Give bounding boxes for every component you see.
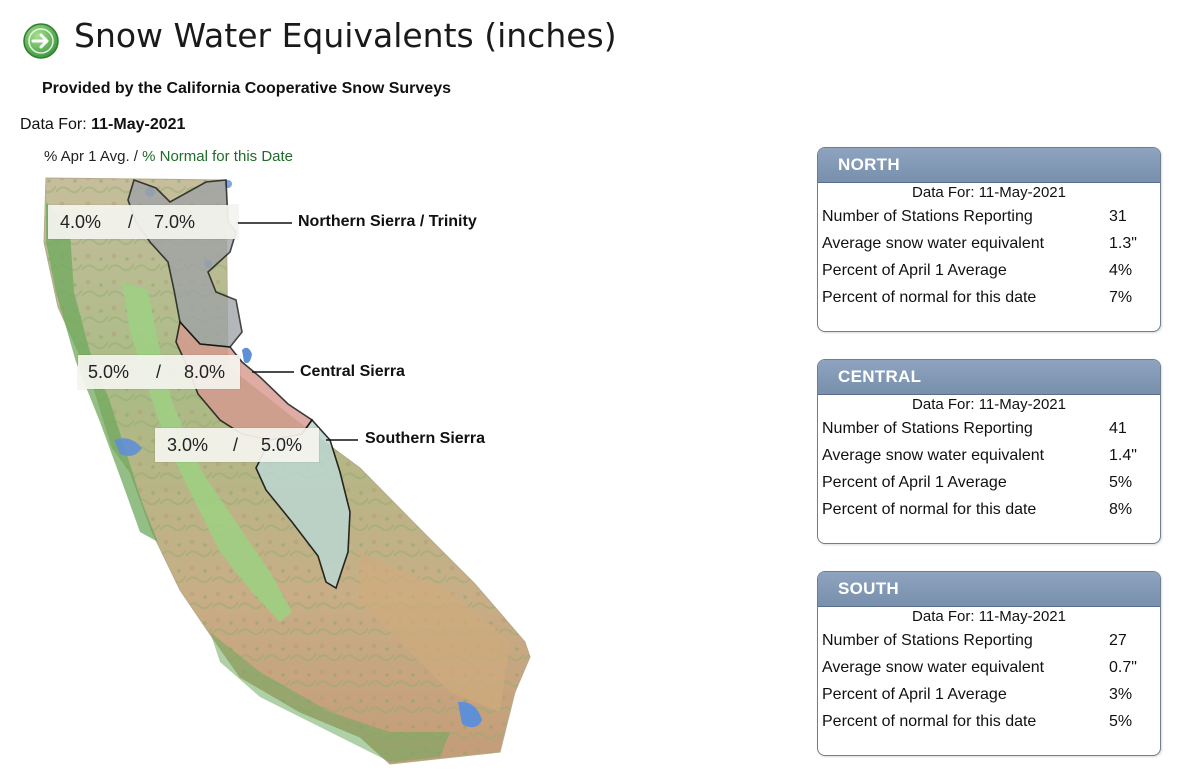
row-label: Percent of April 1 Average <box>822 686 1007 703</box>
panel-south: SOUTH Data For: 11-May-2021 Number of St… <box>817 571 1161 756</box>
panel-row: Percent of April 1 Average 4% <box>818 257 1160 284</box>
row-value: 7% <box>1109 289 1133 306</box>
row-value: 8% <box>1109 501 1133 518</box>
page-title: Snow Water Equivalents (inches) <box>74 16 617 55</box>
row-value: 41 <box>1109 420 1127 437</box>
row-value: 1.3" <box>1109 235 1137 252</box>
central-separator: / <box>156 362 162 382</box>
panel-row: Average snow water equivalent 1.3" <box>818 230 1160 257</box>
salton-sea <box>458 701 482 728</box>
panel-central: CENTRAL Data For: 11-May-2021 Number of … <box>817 359 1161 544</box>
panel-row: Average snow water equivalent 0.7" <box>818 654 1160 681</box>
row-label: Percent of normal for this date <box>822 501 1037 518</box>
row-label: Average snow water equivalent <box>822 447 1045 464</box>
legend-normal-label: % Normal for this Date <box>142 148 294 165</box>
panel-north-title: NORTH <box>818 148 1160 183</box>
row-value: 1.4" <box>1109 447 1137 464</box>
region-name-central: Central Sierra <box>300 363 405 380</box>
row-label: Number of Stations Reporting <box>822 632 1033 649</box>
region-values-south: 3.0% / 5.0% <box>155 428 319 462</box>
row-value: 4% <box>1109 262 1133 279</box>
panel-row: Number of Stations Reporting 27 <box>818 627 1160 654</box>
region-name-south: Southern Sierra <box>365 430 486 447</box>
north-normal-percent: 7.0% <box>154 212 196 232</box>
south-normal-percent: 5.0% <box>261 435 303 455</box>
data-date-line: Data For: 11-May-2021 <box>20 116 185 134</box>
south-apr1-percent: 3.0% <box>167 435 209 455</box>
region-values-central: 5.0% / 8.0% <box>78 355 240 389</box>
date-prefix: Data For: <box>20 116 87 133</box>
row-value: 5% <box>1109 474 1133 491</box>
central-valley <box>122 282 292 622</box>
desert-area <box>360 552 510 712</box>
row-label: Percent of April 1 Average <box>822 262 1007 279</box>
panel-row: Percent of April 1 Average 5% <box>818 469 1160 496</box>
row-label: Percent of normal for this date <box>822 713 1037 730</box>
panel-north-date: Data For: 11-May-2021 <box>912 184 1066 201</box>
panel-north: NORTH Data For: 11-May-2021 Number of St… <box>817 147 1161 332</box>
panel-row: Average snow water equivalent 1.4" <box>818 442 1160 469</box>
panel-row: Percent of normal for this date 5% <box>818 708 1160 735</box>
row-label: Percent of normal for this date <box>822 289 1037 306</box>
panel-central-title: CENTRAL <box>818 360 1160 395</box>
north-separator: / <box>128 212 134 232</box>
panel-south-date: Data For: 11-May-2021 <box>912 608 1066 625</box>
panel-row: Percent of normal for this date 7% <box>818 284 1160 311</box>
panel-row: Percent of normal for this date 8% <box>818 496 1160 523</box>
legend-apr1-label: % Apr 1 Avg. / <box>44 148 143 165</box>
panel-row: Number of Stations Reporting 41 <box>818 415 1160 442</box>
row-value: 5% <box>1109 713 1133 730</box>
region-name-north: Northern Sierra / Trinity <box>298 213 477 230</box>
south-separator: / <box>233 435 239 455</box>
panel-row: Percent of April 1 Average 3% <box>818 681 1160 708</box>
panel-south-title: SOUTH <box>818 572 1160 607</box>
central-normal-percent: 8.0% <box>184 362 226 382</box>
lake-tahoe <box>242 347 252 363</box>
row-label: Average snow water equivalent <box>822 235 1045 252</box>
panel-central-date: Data For: 11-May-2021 <box>912 396 1066 413</box>
north-apr1-percent: 4.0% <box>60 212 102 232</box>
panel-row: Number of Stations Reporting 31 <box>818 203 1160 230</box>
region-values-north: 4.0% / 7.0% <box>48 205 238 239</box>
row-value: 0.7" <box>1109 659 1137 676</box>
central-apr1-percent: 5.0% <box>88 362 130 382</box>
row-label: Number of Stations Reporting <box>822 208 1033 225</box>
row-value: 3% <box>1109 686 1133 703</box>
data-date: 11-May-2021 <box>91 116 186 133</box>
arrow-right-circle-icon[interactable] <box>22 22 60 60</box>
southern-sierra-region <box>255 418 351 590</box>
california-snow-map <box>43 177 531 765</box>
row-value: 27 <box>1109 632 1127 649</box>
southern-coast-greens <box>210 632 450 762</box>
row-label: Percent of April 1 Average <box>822 474 1007 491</box>
row-value: 31 <box>1109 208 1127 225</box>
provider-subtitle: Provided by the California Cooperative S… <box>42 80 451 97</box>
row-label: Average snow water equivalent <box>822 659 1045 676</box>
row-label: Number of Stations Reporting <box>822 420 1033 437</box>
map-legend-text: % Apr 1 Avg. / % Normal for this Date <box>44 148 293 165</box>
bay-area <box>114 438 142 456</box>
